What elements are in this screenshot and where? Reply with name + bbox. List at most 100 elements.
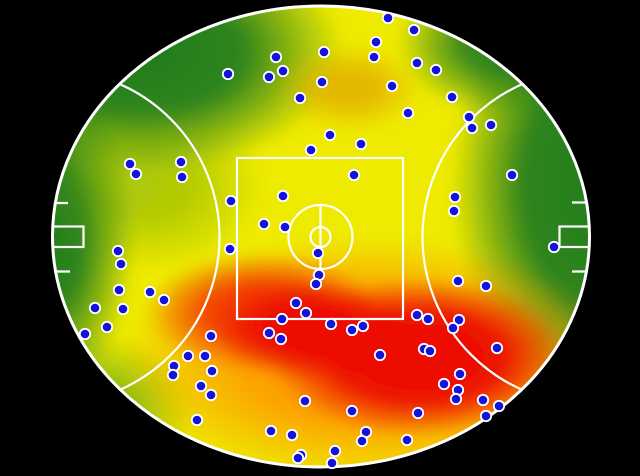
data-point [407, 23, 421, 37]
heat-blob [52, 97, 266, 273]
data-point [447, 204, 461, 218]
data-point [385, 79, 399, 93]
data-point [274, 332, 288, 346]
data-point [373, 348, 387, 362]
data-point [221, 67, 235, 81]
data-point [174, 155, 188, 169]
data-point [275, 312, 289, 326]
data-point [465, 121, 479, 135]
data-point [479, 409, 493, 423]
data-point [205, 364, 219, 378]
data-point [123, 157, 137, 171]
data-point [293, 91, 307, 105]
data-point [262, 326, 276, 340]
data-point [429, 63, 443, 77]
data-point [411, 406, 425, 420]
data-point [323, 128, 337, 142]
data-point [276, 189, 290, 203]
data-point [325, 456, 339, 470]
data-point [449, 392, 463, 406]
data-point [291, 451, 305, 465]
fifty-metre-arc-left [52, 68, 221, 406]
data-point [446, 321, 460, 335]
data-point [345, 404, 359, 418]
data-point [276, 64, 290, 78]
fifty-metre-arc-right [421, 68, 590, 406]
data-point [355, 434, 369, 448]
data-point [476, 393, 490, 407]
data-point [116, 302, 130, 316]
data-point [223, 242, 237, 256]
data-point [505, 168, 519, 182]
data-point [224, 194, 238, 208]
data-points [78, 11, 561, 470]
data-point [367, 50, 381, 64]
data-point [356, 319, 370, 333]
data-point [299, 306, 313, 320]
data-point [423, 344, 437, 358]
data-point [129, 167, 143, 181]
goal-square-right [558, 225, 590, 249]
heat-blob [276, 44, 424, 132]
data-point [269, 50, 283, 64]
data-point [354, 137, 368, 151]
data-point [285, 428, 299, 442]
data-point [324, 317, 338, 331]
data-point [453, 367, 467, 381]
data-point [309, 277, 323, 291]
data-point [369, 35, 383, 49]
data-point [445, 90, 459, 104]
data-point [194, 379, 208, 393]
data-point [100, 320, 114, 334]
data-point [479, 279, 493, 293]
data-point [204, 388, 218, 402]
data-point [347, 168, 361, 182]
data-point [304, 143, 318, 157]
data-point [143, 285, 157, 299]
data-point [452, 313, 466, 327]
data-point [311, 246, 325, 260]
data-point [400, 433, 414, 447]
data-point [410, 308, 424, 322]
data-point [437, 377, 451, 391]
data-point [278, 220, 292, 234]
data-point [112, 283, 126, 297]
data-point [111, 244, 125, 258]
data-point [547, 240, 561, 254]
data-point [410, 56, 424, 70]
data-point [448, 190, 462, 204]
data-point [421, 312, 435, 326]
data-point [381, 11, 395, 25]
heat-blob [215, 278, 405, 382]
data-point [257, 217, 271, 231]
data-point [492, 399, 506, 413]
data-point [315, 75, 329, 89]
data-point [198, 349, 212, 363]
data-point [88, 301, 102, 315]
data-point [264, 424, 278, 438]
data-point [462, 110, 476, 124]
data-point [190, 413, 204, 427]
data-point [317, 45, 331, 59]
data-point [451, 274, 465, 288]
data-point [166, 368, 180, 382]
data-point [157, 293, 171, 307]
data-point [289, 296, 303, 310]
data-point [262, 70, 276, 84]
data-point [328, 444, 342, 458]
centre-square [235, 156, 405, 321]
data-point [490, 341, 504, 355]
data-point [175, 170, 189, 184]
data-point [484, 118, 498, 132]
goal-square-left [52, 225, 85, 249]
data-point [401, 106, 415, 120]
data-point [204, 329, 218, 343]
data-point [345, 323, 359, 337]
data-point [181, 349, 195, 363]
data-point [114, 257, 128, 271]
field-lines [51, 4, 591, 469]
data-point [298, 394, 312, 408]
data-point [78, 327, 92, 341]
